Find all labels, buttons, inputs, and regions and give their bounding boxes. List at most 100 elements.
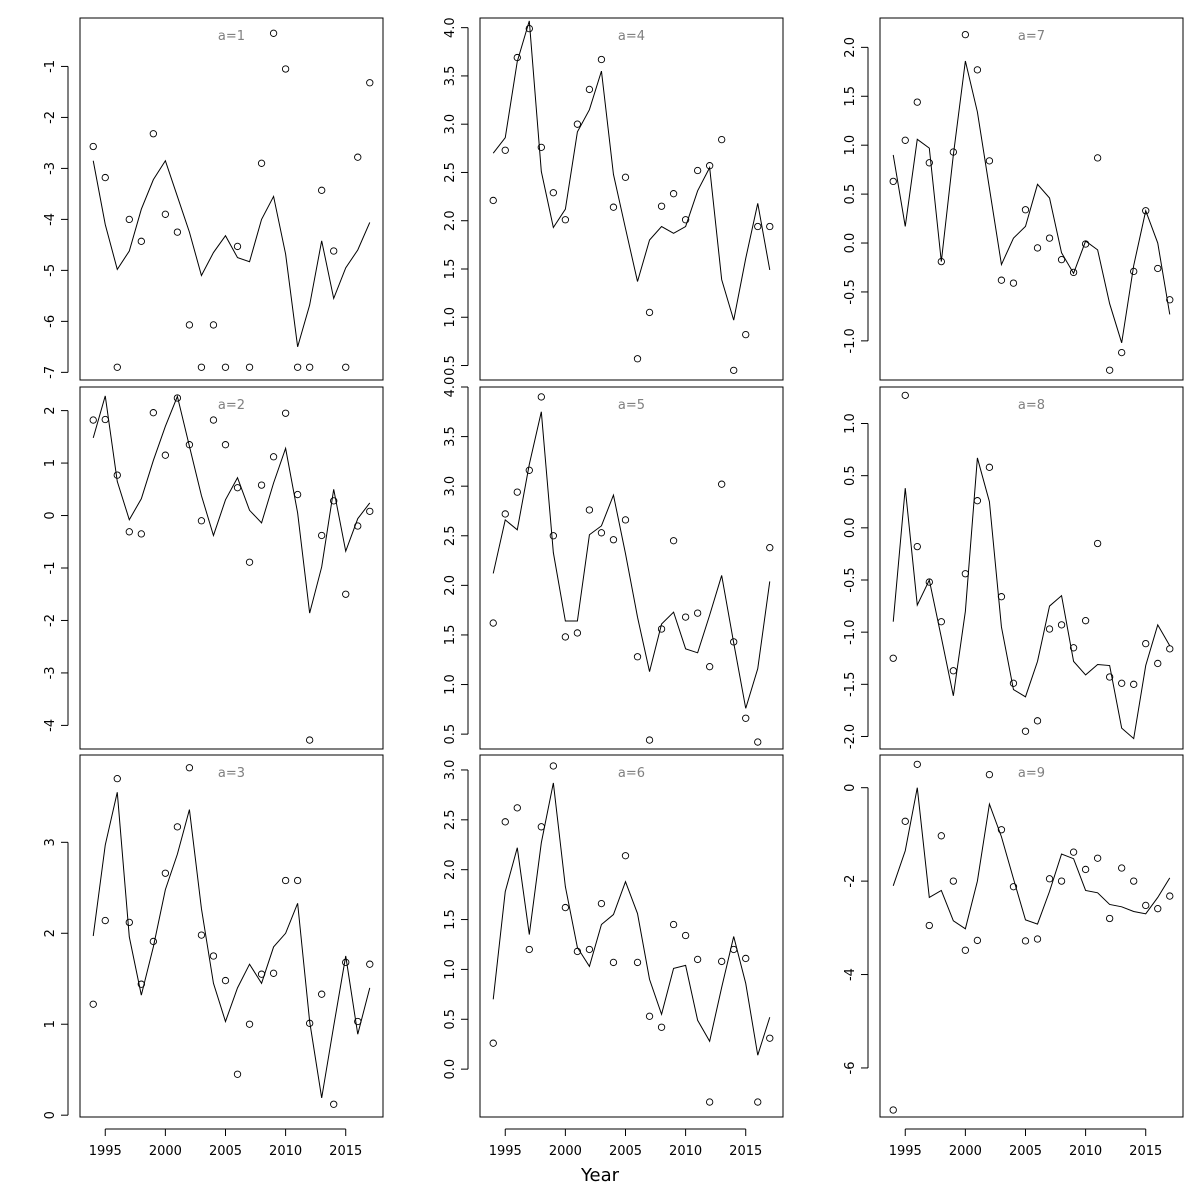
data-point xyxy=(489,196,497,205)
y-tick-label: 1.0 xyxy=(443,674,458,695)
data-point xyxy=(489,1039,497,1047)
data-point xyxy=(113,471,121,479)
panel-6: a=6 0.0 0.5 1.0 1.5 2.0 2.5 3.0 1995 2000 2005 2010… xyxy=(443,754,784,1159)
fitted-line xyxy=(892,457,1171,740)
y-tick-label: 3.0 xyxy=(443,476,458,497)
data-point xyxy=(501,510,509,518)
data-point xyxy=(342,958,350,967)
fitted-line xyxy=(92,394,371,614)
x-tick-label: 2010 xyxy=(1069,1144,1102,1159)
data-point xyxy=(101,415,109,424)
data-point xyxy=(197,517,206,525)
data-point xyxy=(525,466,533,474)
data-point xyxy=(889,1106,897,1114)
panel-label: a=8 xyxy=(1018,398,1045,413)
y-tick-label: 3.5 xyxy=(443,66,458,87)
plot-frame xyxy=(79,754,384,1118)
data-point xyxy=(489,619,497,627)
data-point xyxy=(949,667,957,675)
data-point xyxy=(609,536,618,544)
data-point xyxy=(925,159,933,167)
y-tick-label: 0 xyxy=(43,511,58,519)
y-tick-label: 0.5 xyxy=(843,465,858,486)
plot-frame xyxy=(479,754,784,1118)
data-point xyxy=(185,441,194,449)
x-tick-label: 2010 xyxy=(269,1144,302,1159)
y-tick-label: 0.0 xyxy=(843,517,858,538)
data-point xyxy=(1069,644,1078,652)
data-point xyxy=(901,391,909,399)
y-tick-label: 4.0 xyxy=(443,377,458,398)
y-tick-label: -1 xyxy=(43,60,58,73)
data-point xyxy=(89,142,97,151)
data-point xyxy=(1166,296,1174,304)
data-point xyxy=(693,166,702,175)
data-point xyxy=(585,85,594,94)
data-point xyxy=(997,593,1006,601)
x-tick-label: 2000 xyxy=(549,1144,582,1159)
data-point xyxy=(257,481,266,489)
data-point xyxy=(961,570,970,578)
data-point xyxy=(718,957,726,966)
data-point xyxy=(125,215,133,224)
data-point xyxy=(537,143,545,152)
y-tick-label: -4 xyxy=(43,719,58,732)
plot-frame xyxy=(879,386,1184,750)
data-point xyxy=(645,736,654,744)
data-point xyxy=(1106,914,1114,923)
data-point xyxy=(1069,848,1078,856)
data-point xyxy=(973,497,982,505)
x-tick-label: 2010 xyxy=(669,1144,702,1159)
data-point xyxy=(318,990,326,998)
data-point xyxy=(354,153,362,161)
panel-label: a=4 xyxy=(618,29,645,44)
data-point xyxy=(1009,883,1018,891)
data-point xyxy=(221,976,230,985)
panel-9: a=9 -6 -4 -2 0 1995 2000 2005 2010 2015 xyxy=(843,754,1184,1159)
data-point xyxy=(754,222,762,231)
x-tick-label: 2015 xyxy=(729,1144,762,1159)
data-point xyxy=(961,30,970,39)
data-point xyxy=(549,189,557,197)
data-point xyxy=(281,409,290,417)
y-tick-label: 1.0 xyxy=(843,135,858,156)
plot-frame xyxy=(79,17,384,381)
y-tick-label: -4 xyxy=(43,213,58,226)
data-point xyxy=(161,451,170,459)
data-point xyxy=(149,409,157,417)
data-point xyxy=(306,1019,314,1027)
data-point xyxy=(730,366,738,374)
plot-frame xyxy=(879,17,1184,381)
data-point xyxy=(293,490,302,499)
data-point xyxy=(209,321,218,329)
data-point xyxy=(913,760,921,768)
data-point xyxy=(1142,207,1150,215)
panel-label: a=6 xyxy=(618,766,645,781)
plot-frame xyxy=(879,754,1184,1118)
data-point xyxy=(306,363,314,371)
data-point xyxy=(354,522,362,530)
data-point xyxy=(718,135,726,144)
y-tick-label: 3.0 xyxy=(443,760,458,781)
x-tick-label: 2015 xyxy=(1129,1144,1162,1159)
data-point xyxy=(366,507,374,515)
panel-2: a=2 -4 -3 -2 -1 0 1 2 xyxy=(43,386,384,750)
data-point xyxy=(742,954,750,963)
plot-frame xyxy=(479,17,784,381)
data-point xyxy=(330,1100,338,1108)
data-point xyxy=(561,216,570,224)
data-point xyxy=(185,321,194,329)
x-tick-label: 2015 xyxy=(329,1144,362,1159)
data-point xyxy=(1045,875,1054,883)
data-point xyxy=(233,242,242,251)
data-point xyxy=(1069,268,1078,277)
y-tick-label: 0 xyxy=(43,1111,58,1119)
data-point xyxy=(537,823,545,831)
y-tick-label: 1.0 xyxy=(443,959,458,980)
data-point xyxy=(1093,539,1102,548)
data-point xyxy=(1130,680,1138,688)
data-point xyxy=(137,237,145,245)
data-point xyxy=(233,1070,242,1078)
data-point xyxy=(766,544,774,552)
